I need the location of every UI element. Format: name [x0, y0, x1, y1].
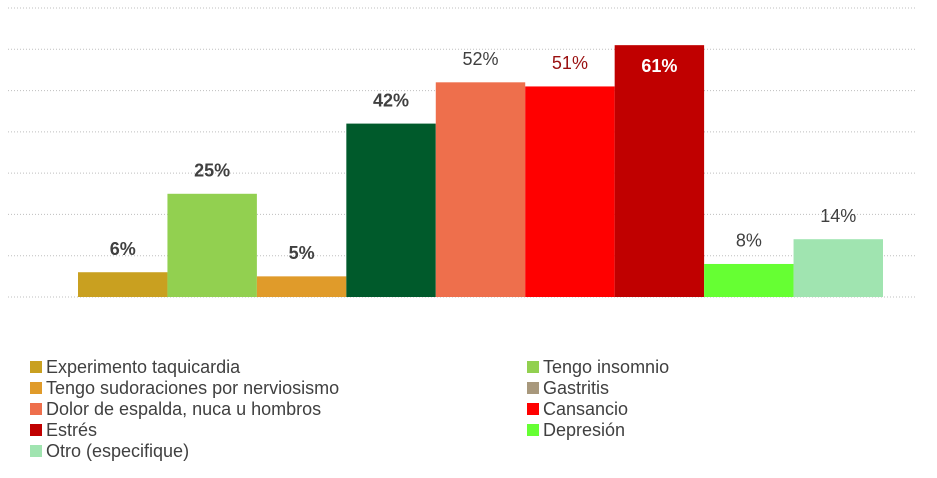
- legend-marker: [527, 424, 539, 436]
- data-label: 8%: [736, 231, 762, 251]
- legend-label: Experimento taquicardia: [46, 357, 241, 377]
- legend-label: Depresión: [543, 420, 625, 440]
- legend-label: Estrés: [46, 420, 97, 440]
- legend-marker: [30, 361, 42, 373]
- data-label: 52%: [462, 49, 498, 69]
- legend-marker: [30, 424, 42, 436]
- bar: [525, 86, 615, 297]
- bar: [256, 276, 347, 297]
- data-label: 25%: [194, 161, 230, 181]
- bar: [704, 263, 794, 297]
- bar: [78, 272, 168, 297]
- legend-label: Cansancio: [543, 399, 628, 419]
- legend-marker: [30, 382, 42, 394]
- bar: [435, 82, 526, 297]
- legend-marker: [527, 403, 539, 415]
- legend-marker: [527, 382, 539, 394]
- legend-label: Otro (especifique): [46, 441, 189, 461]
- legend-marker: [527, 361, 539, 373]
- data-label: 51%: [552, 53, 588, 73]
- bar: [614, 45, 705, 298]
- legend-marker: [30, 403, 42, 415]
- legend-label: Gastritis: [543, 378, 609, 398]
- bar: [167, 193, 257, 297]
- data-label: 14%: [820, 206, 856, 226]
- data-label: 42%: [373, 90, 409, 110]
- bar: [793, 239, 883, 297]
- legend-marker: [30, 445, 42, 457]
- data-label: 6%: [110, 239, 136, 259]
- legend-label: Tengo sudoraciones por nerviosismo: [46, 378, 339, 398]
- bar: [346, 123, 436, 297]
- data-label: 61%: [641, 56, 677, 76]
- legend-label: Tengo insomnio: [543, 357, 669, 377]
- data-label: 5%: [289, 243, 315, 263]
- legend-label: Dolor de espalda, nuca u hombros: [46, 399, 321, 419]
